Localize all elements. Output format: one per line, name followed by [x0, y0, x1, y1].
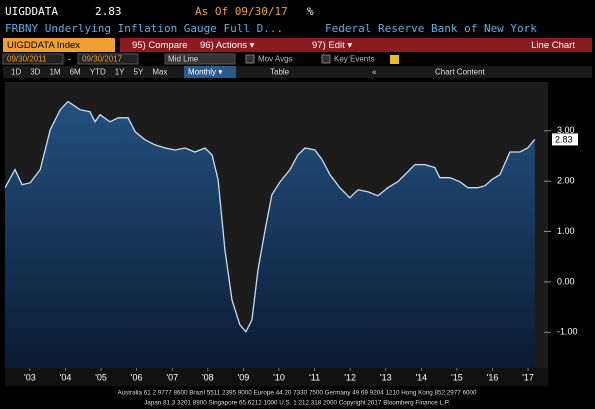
x-tick-label: '17 — [522, 372, 534, 382]
period-button[interactable]: 1Y — [115, 68, 125, 77]
y-tick-label: -1.00 — [557, 327, 578, 337]
period-button[interactable]: 5Y — [134, 68, 144, 77]
period-button[interactable]: 1M — [49, 68, 60, 77]
date-dash: - — [68, 55, 71, 64]
period-button[interactable]: Max — [152, 68, 167, 77]
table-button[interactable]: Table — [270, 68, 290, 77]
actions-button[interactable]: 96) Actions ▾ — [200, 40, 255, 51]
collapse-button[interactable]: « — [372, 68, 377, 77]
start-date[interactable]: 09/30/2011 — [7, 55, 47, 64]
edit-button[interactable]: 97) Edit ▾ — [312, 40, 352, 51]
period-button[interactable]: 6M — [70, 68, 81, 77]
description: FRBNY Underlying Inflation Gauge Full D.… — [5, 22, 283, 35]
security-field[interactable] — [3, 38, 115, 52]
x-tick-label: '12 — [344, 372, 356, 382]
frequency[interactable]: Monthly ▾ — [188, 68, 222, 77]
period-button[interactable]: 1D — [11, 68, 21, 77]
period-button[interactable]: YTD — [90, 68, 106, 77]
unit: % — [307, 5, 314, 18]
x-axis-band — [5, 368, 548, 386]
x-tick-label: '13 — [380, 372, 392, 382]
info-icon[interactable] — [390, 55, 399, 64]
y-tick-label: 0.00 — [557, 276, 575, 286]
period-button[interactable]: 3D — [30, 68, 40, 77]
x-tick-label: '08 — [202, 372, 214, 382]
frequency-field[interactable] — [184, 66, 236, 78]
source: Federal Reserve Bank of New York — [325, 22, 537, 35]
y-tick-label: 3.00 — [557, 125, 575, 135]
x-tick-label: '14 — [415, 372, 427, 382]
x-tick-label: '06 — [131, 372, 143, 382]
footer-line: Japan 81 3 3201 8900 Singapore 65 6212 1… — [144, 400, 450, 407]
key-events-checkbox[interactable] — [321, 54, 331, 64]
y-tick-label: 2.00 — [557, 176, 575, 186]
start-date-field[interactable] — [2, 53, 64, 65]
x-tick-label: '04 — [60, 372, 72, 382]
security[interactable]: UIGDDATA Index — [7, 40, 80, 51]
as-of: As Of 09/30/17 — [195, 5, 288, 18]
x-tick-label: '05 — [95, 372, 107, 382]
chart-content-button[interactable]: Chart Content — [435, 68, 486, 77]
x-tick-label: '16 — [487, 372, 499, 382]
last-value-tag — [552, 133, 578, 146]
x-tick-label: '07 — [166, 372, 178, 382]
x-tick-label: '09 — [238, 372, 250, 382]
end-date-field[interactable] — [77, 53, 139, 65]
last-value-label: 2.83 — [555, 134, 573, 144]
area — [5, 101, 535, 368]
last-value: 2.83 — [95, 5, 122, 18]
ticker: UIGDDATA — [5, 5, 58, 18]
chart-type[interactable]: Line Chart — [531, 40, 575, 51]
mid-line-field[interactable] — [164, 53, 236, 65]
key-events[interactable]: Key Events — [334, 55, 374, 64]
y-tick-label: 1.00 — [557, 226, 575, 236]
menu-bar — [120, 38, 592, 52]
x-tick-label: '11 — [309, 372, 320, 382]
mov-avgs[interactable]: Mov Avgs — [258, 55, 293, 64]
period-bar — [3, 66, 592, 78]
footer-line: Australia 61 2 9777 8600 Brazil 5511 239… — [117, 390, 477, 397]
mid-line[interactable]: Mid Line — [168, 55, 199, 64]
compare-button[interactable]: 95) Compare — [132, 40, 187, 51]
x-tick-label: '10 — [273, 372, 285, 382]
mov-avgs-checkbox[interactable] — [245, 54, 255, 64]
x-tick-label: '03 — [24, 372, 36, 382]
end-date[interactable]: 09/30/2017 — [82, 55, 123, 64]
x-tick-label: '15 — [451, 372, 463, 382]
line — [4, 100, 536, 333]
